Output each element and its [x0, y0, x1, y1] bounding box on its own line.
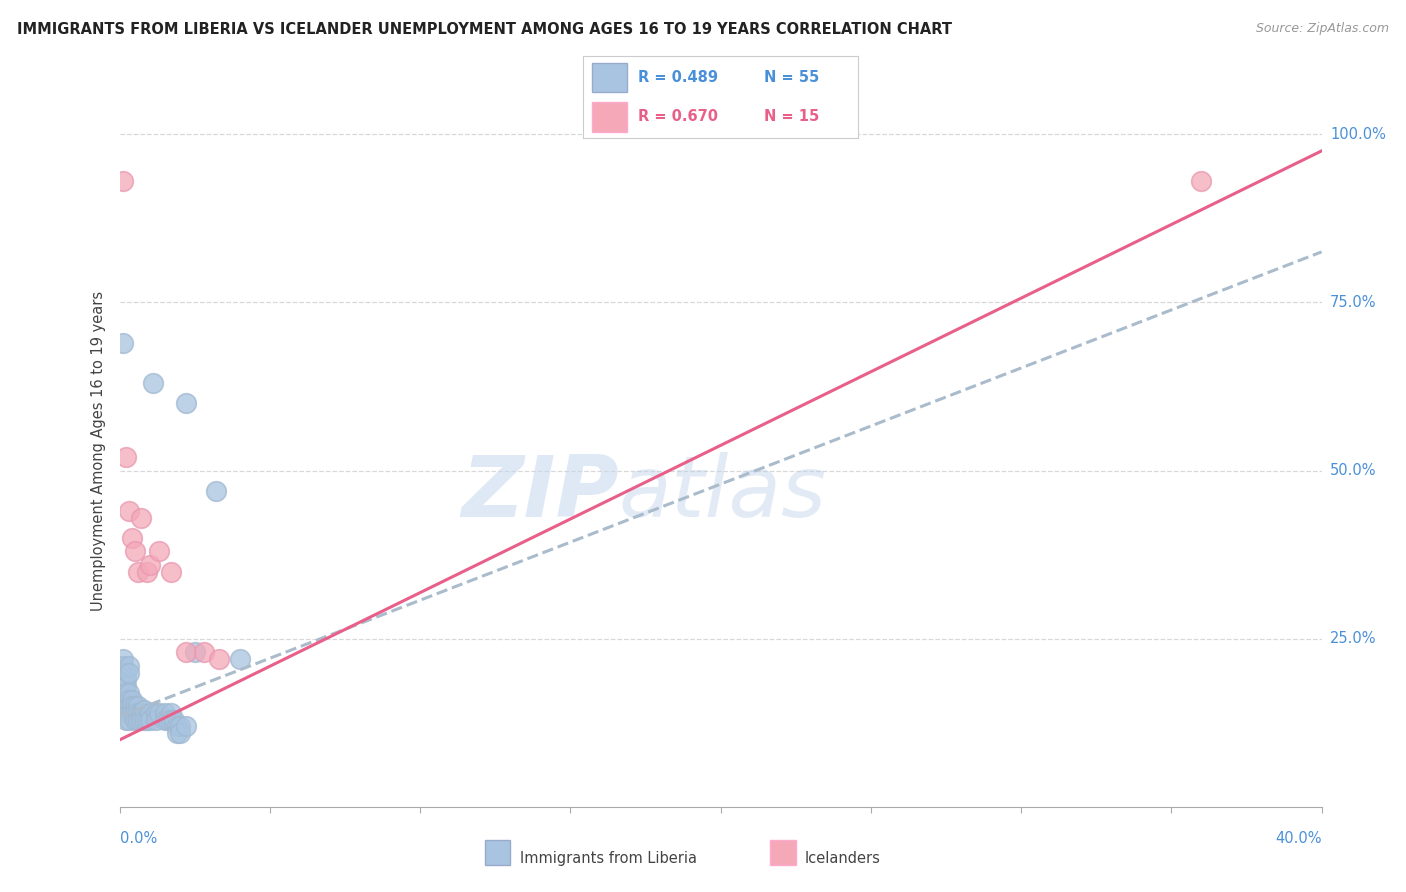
Point [174, 719, 197, 733]
Point [124, 706, 146, 720]
Point [129, 713, 152, 727]
Point [127, 713, 149, 727]
Point [111, 335, 134, 350]
Text: 75.0%: 75.0% [1330, 295, 1376, 310]
Point [117, 699, 139, 714]
Point [159, 706, 181, 720]
Point [204, 483, 226, 498]
Bar [592, 103, 627, 132]
Point [166, 726, 188, 740]
Point [148, 544, 170, 558]
Point [124, 713, 146, 727]
Point [117, 706, 139, 720]
Point [121, 699, 143, 714]
Point [169, 719, 191, 733]
Point [228, 652, 252, 666]
Text: IMMIGRANTS FROM LIBERIA VS ICELANDER UNEMPLOYMENT AMONG AGES 16 TO 19 YEARS CORR: IMMIGRANTS FROM LIBERIA VS ICELANDER UNE… [17, 22, 952, 37]
Point [159, 713, 181, 727]
Point [138, 713, 160, 727]
Point [193, 645, 215, 659]
Point [138, 558, 160, 572]
Point [153, 713, 176, 727]
Point [111, 174, 134, 188]
Point [111, 659, 134, 673]
Point [145, 706, 167, 720]
Point [124, 699, 146, 714]
Text: 25.0%: 25.0% [1330, 632, 1376, 647]
Point [124, 544, 146, 558]
Text: 0.0%: 0.0% [120, 831, 156, 847]
Text: Immigrants from Liberia: Immigrants from Liberia [520, 851, 697, 865]
Point [148, 706, 170, 720]
Text: 100.0%: 100.0% [1330, 127, 1386, 142]
Point [114, 673, 136, 687]
Point [127, 706, 149, 720]
Point [132, 713, 155, 727]
Text: N = 15: N = 15 [765, 109, 820, 124]
Point [208, 652, 231, 666]
Point [111, 665, 134, 680]
Text: 50.0%: 50.0% [1330, 463, 1376, 478]
Point [129, 706, 152, 720]
Point [114, 713, 136, 727]
Point [127, 565, 149, 579]
Text: Source: ZipAtlas.com: Source: ZipAtlas.com [1256, 22, 1389, 36]
Text: Icelanders: Icelanders [804, 851, 880, 865]
Point [117, 504, 139, 518]
Text: atlas: atlas [619, 451, 827, 535]
Point [114, 665, 136, 680]
Y-axis label: Unemployment Among Ages 16 to 19 years: Unemployment Among Ages 16 to 19 years [90, 291, 105, 610]
Point [174, 645, 197, 659]
Point [135, 713, 157, 727]
Point [183, 645, 205, 659]
Point [117, 665, 139, 680]
Point [159, 565, 181, 579]
Point [162, 713, 184, 727]
Point [145, 713, 167, 727]
Point [114, 692, 136, 706]
Text: N = 55: N = 55 [765, 70, 820, 85]
Bar [592, 62, 627, 92]
Point [121, 531, 143, 545]
Point [1189, 174, 1212, 188]
Point [121, 706, 143, 720]
Point [174, 396, 197, 410]
Text: ZIP: ZIP [461, 451, 619, 535]
Point [117, 692, 139, 706]
Point [114, 686, 136, 700]
Point [114, 450, 136, 465]
Point [142, 376, 165, 391]
Point [114, 679, 136, 693]
Point [166, 719, 188, 733]
Text: R = 0.670: R = 0.670 [638, 109, 718, 124]
Point [121, 692, 143, 706]
Text: R = 0.489: R = 0.489 [638, 70, 718, 85]
Point [129, 510, 152, 524]
Point [156, 713, 179, 727]
Point [135, 565, 157, 579]
Text: 40.0%: 40.0% [1275, 831, 1322, 847]
Point [111, 673, 134, 687]
Point [138, 706, 160, 720]
Point [114, 699, 136, 714]
Point [127, 699, 149, 714]
Point [111, 652, 134, 666]
Point [132, 703, 155, 717]
Point [169, 726, 191, 740]
Point [117, 713, 139, 727]
Point [117, 686, 139, 700]
Point [117, 659, 139, 673]
Point [153, 706, 176, 720]
Point [114, 706, 136, 720]
